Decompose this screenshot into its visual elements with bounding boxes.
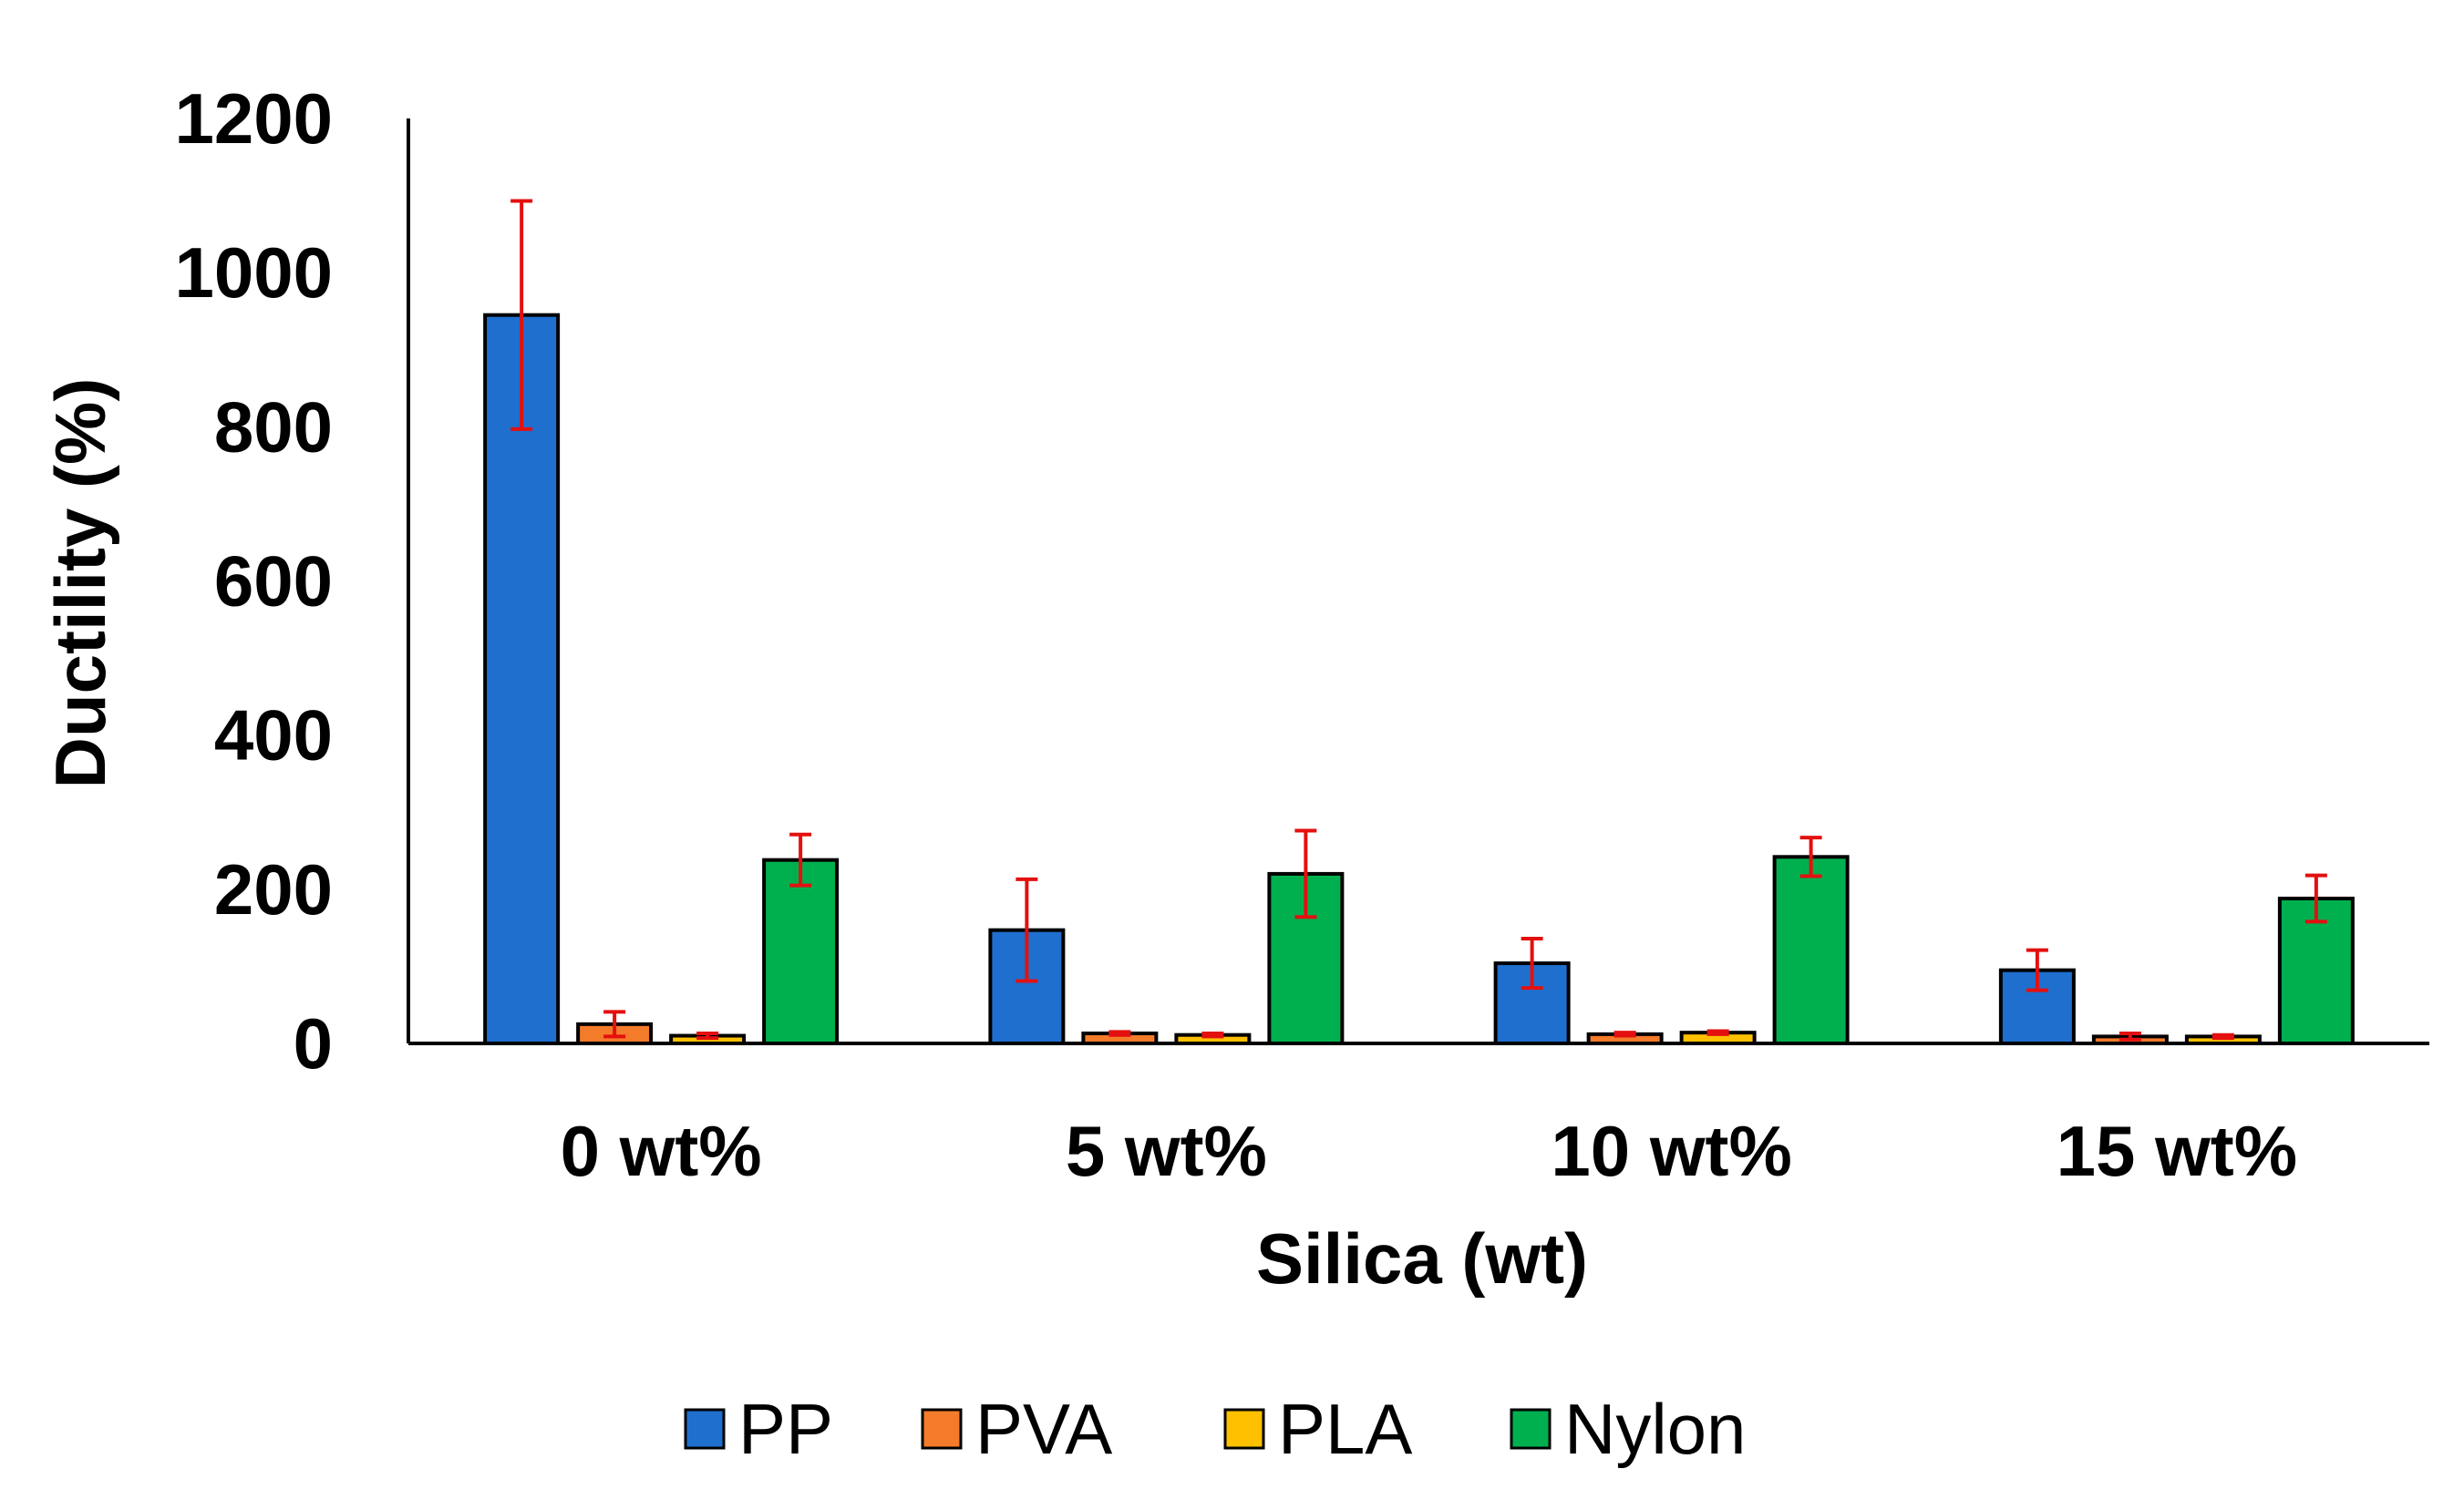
error-bars: [510, 199, 2327, 1042]
legend: PP PVA PLA Nylon: [684, 1389, 1746, 1469]
error-bar-nylon-1: [1294, 828, 1317, 919]
error-bar-pla-3: [2211, 1032, 2234, 1041]
bar-nylon-2: [1772, 855, 1850, 1046]
error-bar-pla-1: [1201, 1032, 1224, 1039]
error-bar-nylon-3: [2304, 873, 2327, 924]
x-axis-title: Silica (wt): [1256, 1218, 1588, 1299]
error-bar-nylon-0: [789, 832, 812, 888]
y-tick-label: 800: [214, 386, 333, 467]
y-axis-title: Ductility (%): [40, 378, 120, 789]
error-bar-pva-2: [1613, 1031, 1636, 1038]
x-category-label: 10 wt%: [1551, 1111, 1791, 1191]
bar-pp-0: [483, 313, 561, 1045]
y-axis-ticks: 0 200 400 600 800 1000 1200: [174, 78, 333, 1084]
legend-swatch: [1223, 1408, 1265, 1450]
y-tick-label: 200: [214, 849, 333, 930]
y-tick-label: 400: [214, 695, 333, 776]
legend-item-pla: PLA: [1223, 1389, 1412, 1469]
y-tick-label: 600: [214, 541, 333, 621]
legend-swatch: [1510, 1408, 1552, 1450]
y-tick-label: 1000: [174, 232, 333, 313]
x-category-label: 5 wt%: [1066, 1111, 1267, 1191]
legend-item-nylon: Nylon: [1510, 1389, 1746, 1469]
error-bar-pp-3: [2026, 948, 2048, 992]
y-tick-label: 0: [294, 1003, 333, 1084]
legend-item-pva: PVA: [921, 1389, 1112, 1469]
error-bar-pva-0: [603, 1010, 626, 1039]
legend-label: PP: [738, 1389, 833, 1469]
y-tick-label: 1200: [174, 78, 333, 159]
error-bar-pla-2: [1706, 1029, 1729, 1036]
legend-label: PVA: [975, 1389, 1112, 1469]
legend-item-pp: PP: [684, 1389, 833, 1469]
error-bar-pp-0: [510, 199, 533, 431]
x-category-label: 0 wt%: [561, 1111, 762, 1191]
error-bar-pva-1: [1108, 1030, 1131, 1037]
error-bar-pva-3: [2119, 1032, 2141, 1042]
bars: [483, 313, 2355, 1046]
error-bar-pla-0: [696, 1032, 719, 1041]
error-bar-pp-1: [1015, 877, 1038, 983]
bar-nylon-0: [762, 858, 840, 1045]
legend-swatch: [921, 1408, 963, 1450]
x-category-label: 15 wt%: [2057, 1111, 2297, 1191]
legend-swatch: [684, 1408, 726, 1450]
legend-label: PLA: [1278, 1389, 1412, 1469]
error-bar-nylon-2: [1799, 836, 1822, 878]
error-bar-pp-2: [1521, 936, 1543, 991]
legend-label: Nylon: [1564, 1389, 1746, 1469]
x-axis-categories: 0 wt% 5 wt% 10 wt% 15 wt%: [561, 1111, 2298, 1191]
